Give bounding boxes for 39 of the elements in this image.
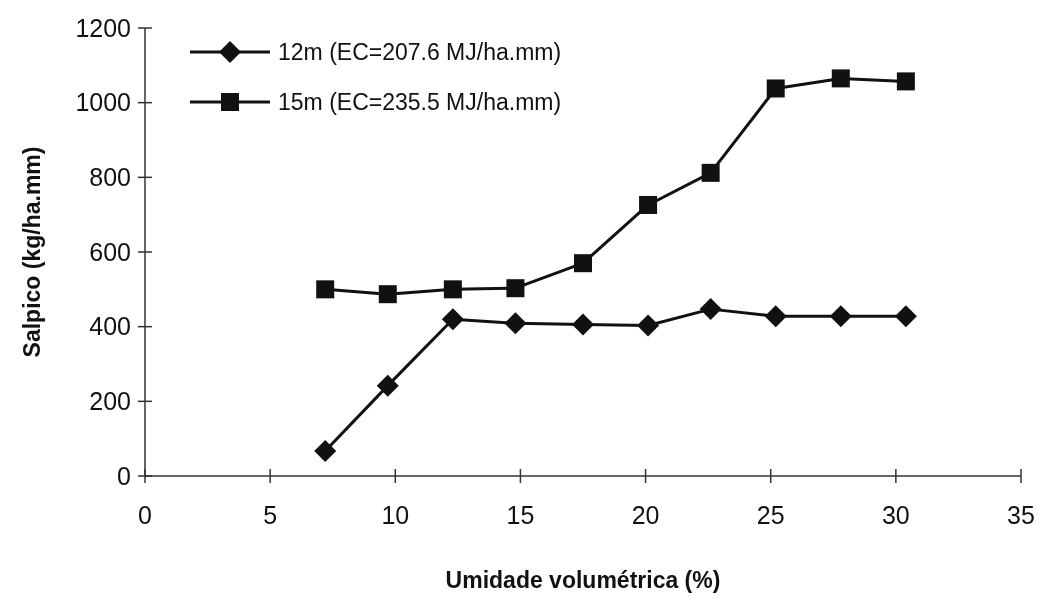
x-tick-label: 20 [631, 501, 660, 529]
x-tick-label: 15 [506, 501, 535, 529]
y-tick-label: 800 [89, 163, 131, 192]
x-tick-label: 5 [263, 501, 278, 529]
x-tick-label: 25 [756, 501, 785, 529]
point [639, 195, 658, 214]
point [699, 298, 722, 321]
point [441, 308, 464, 331]
point [443, 280, 462, 299]
x-tick-label: 30 [881, 501, 910, 529]
point [314, 439, 337, 462]
x-tick-label: 35 [1007, 501, 1035, 529]
point [766, 79, 785, 98]
point [637, 314, 660, 337]
y-axis-title: Salpico (kg/ha.mm) [19, 146, 45, 358]
y-tick-label: 1200 [75, 13, 131, 42]
point [376, 374, 399, 397]
point [574, 254, 592, 273]
point [701, 163, 720, 182]
x-tick-label: 0 [138, 501, 152, 529]
y-tick-label: 600 [89, 237, 131, 266]
y-tick-label: 1000 [75, 88, 131, 117]
point [378, 285, 397, 304]
point [572, 313, 594, 336]
x-tick-label: 10 [381, 501, 410, 529]
point [316, 280, 335, 299]
point [764, 305, 787, 328]
point [504, 312, 527, 335]
y-tick-label: 200 [89, 387, 131, 416]
y-tick-label: 400 [89, 312, 131, 341]
y-tick-label: 0 [117, 461, 131, 490]
legend-label: 12m (EC=207.6 MJ/ha.mm) [278, 39, 562, 66]
legend-label: 15m (EC=235.5 MJ/ha.mm) [278, 89, 562, 116]
point [829, 305, 852, 328]
point [894, 305, 917, 328]
point [506, 279, 525, 298]
point [896, 72, 915, 91]
x-axis-title: Umidade volumétrica (%) [445, 567, 721, 593]
point [831, 69, 850, 88]
